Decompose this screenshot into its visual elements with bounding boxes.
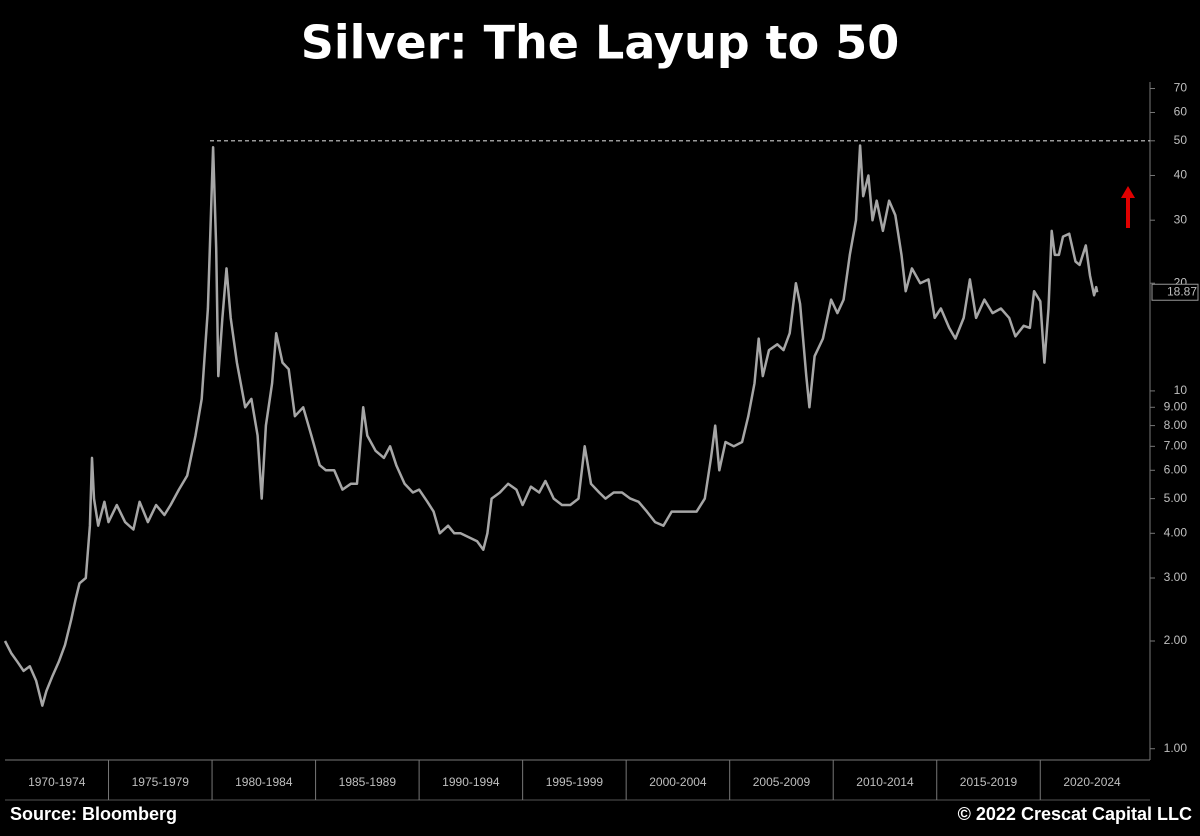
y-tick-label: 1.00	[1164, 741, 1188, 755]
x-tick-label: 2005-2009	[753, 775, 811, 789]
y-tick-label: 10	[1174, 383, 1188, 397]
y-tick-label: 5.00	[1164, 491, 1188, 505]
x-tick-label: 1970-1974	[28, 775, 86, 789]
y-tick-label: 40	[1174, 168, 1188, 182]
y-tick-label: 8.00	[1164, 418, 1188, 432]
chart-title: Silver: The Layup to 50	[301, 16, 900, 70]
last-value-box	[1151, 283, 1199, 301]
y-tick-label: 30	[1174, 212, 1188, 226]
price-line	[3, 144, 1099, 707]
y-tick-label: 9.00	[1164, 399, 1188, 413]
copyright: © 2022 Crescat Capital LLC	[958, 804, 1192, 824]
y-tick-label: 2.00	[1164, 633, 1188, 647]
y-tick-label: 6.00	[1164, 462, 1188, 476]
x-tick-label: 1980-1984	[235, 775, 293, 789]
y-tick-label: 60	[1174, 105, 1188, 119]
x-tick-label: 2015-2019	[960, 775, 1018, 789]
y-tick-label: 7.00	[1164, 439, 1188, 453]
x-tick-label: 2010-2014	[856, 775, 914, 789]
x-tick-label: 1990-1994	[442, 775, 500, 789]
y-tick-label: 50	[1174, 133, 1188, 147]
x-tick-label: 1995-1999	[546, 775, 604, 789]
y-tick-label: 3.00	[1164, 570, 1188, 584]
last-value-label: 18.87	[1167, 284, 1197, 298]
x-tick-label: 1985-1989	[339, 775, 397, 789]
arrow-head	[1121, 186, 1135, 198]
source: Source: Bloomberg	[10, 804, 177, 824]
x-tick-label: 2000-2004	[649, 775, 707, 789]
y-tick-label: 4.00	[1164, 525, 1188, 539]
y-tick-label: 70	[1174, 81, 1188, 95]
x-tick-label: 2020-2024	[1063, 775, 1121, 789]
x-tick-label: 1975-1979	[132, 775, 190, 789]
